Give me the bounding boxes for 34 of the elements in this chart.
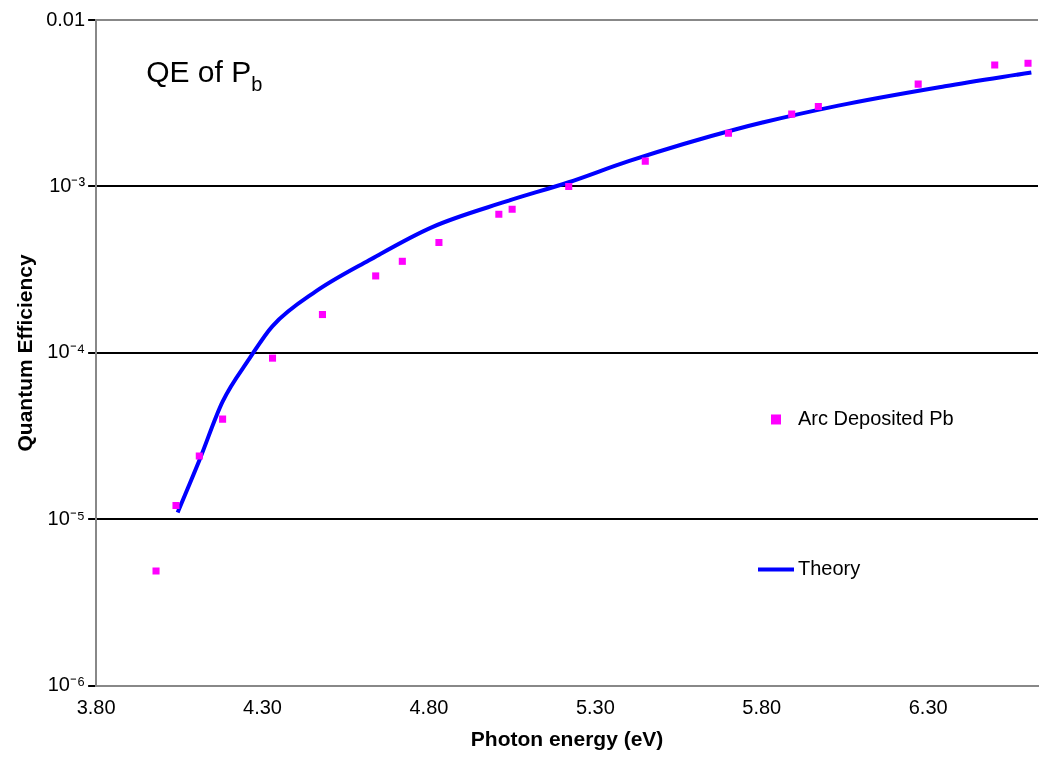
point xyxy=(372,272,380,280)
point xyxy=(172,502,180,510)
point xyxy=(268,354,277,362)
y-tick-label: 10⁻⁵ xyxy=(47,506,86,529)
x-axis-title: Photon energy (eV) xyxy=(470,727,664,751)
point xyxy=(195,452,203,460)
y-tick-label: 0.01 xyxy=(46,7,86,30)
point xyxy=(435,239,443,247)
y-axis-title: Quantum Efficiency xyxy=(13,253,37,452)
x-tick-label: 4.30 xyxy=(243,696,282,719)
point xyxy=(724,129,733,137)
x-tick-label: 3.80 xyxy=(76,696,116,719)
point xyxy=(152,567,160,575)
point xyxy=(1024,59,1032,67)
y-tick-label: 10⁻⁶ xyxy=(47,673,86,696)
legend-label: Arc Deposited Pb xyxy=(798,407,954,429)
x-tick-label: 6.30 xyxy=(908,696,948,719)
point xyxy=(495,210,503,218)
point xyxy=(398,257,406,265)
y-tick-label: 10⁻³ xyxy=(49,173,86,196)
point xyxy=(508,205,516,213)
x-tick-label: 4.80 xyxy=(409,696,449,719)
x-tick-label: 5.80 xyxy=(742,696,782,719)
point xyxy=(814,103,822,111)
point xyxy=(914,80,922,88)
point xyxy=(641,157,649,165)
y-tick-label: 10⁻⁴ xyxy=(47,340,86,363)
point xyxy=(318,311,326,319)
point xyxy=(219,415,227,423)
legend-label: Theory xyxy=(798,557,861,579)
x-tick-label: 5.30 xyxy=(575,696,615,719)
point xyxy=(991,61,999,69)
point xyxy=(565,182,573,190)
point xyxy=(788,110,796,118)
